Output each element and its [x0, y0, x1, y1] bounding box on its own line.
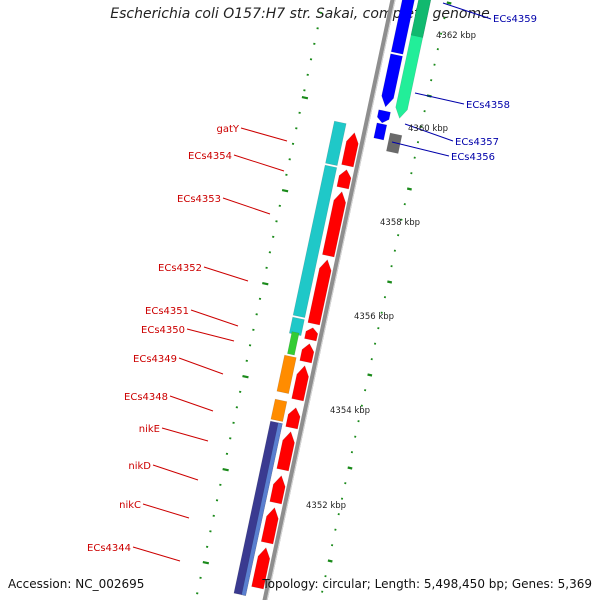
label-leader-line: [190, 309, 239, 327]
gene-label-ecs4349[interactable]: ECs4349: [133, 354, 177, 365]
accession-label: Accession: NC_002695: [8, 577, 145, 591]
gene-block-cyan: [325, 120, 347, 166]
kbp-label: 4354 kbp: [330, 406, 370, 416]
gene-label-ecs4350[interactable]: ECs4350: [141, 325, 185, 336]
label-leader-line: [391, 141, 450, 157]
grey-gene-block: [386, 132, 403, 154]
tick-mark: [262, 281, 269, 286]
gene-block-orange: [270, 398, 288, 422]
kbp-label: 4356 kbp: [354, 312, 394, 322]
gene-label-ecs4354[interactable]: ECs4354: [188, 151, 232, 162]
feature-track: [233, 0, 432, 596]
reverse-gene-block: [390, 0, 415, 55]
label-leader-line: [233, 154, 285, 172]
label-leader-line: [222, 197, 271, 215]
gene-label-ecs4344[interactable]: ECs4344: [87, 543, 131, 554]
forward-gene-arrow: [260, 507, 279, 545]
label-leader-line: [161, 427, 209, 442]
gene-block-cyan: [292, 164, 338, 318]
kbp-label: 4358 kbp: [380, 218, 420, 228]
gene-block-cyan: [288, 316, 305, 336]
reverse-gene-arrow: [381, 53, 403, 108]
gene-label-ecs4357[interactable]: ECs4357: [455, 137, 499, 148]
label-leader-line: [152, 464, 199, 481]
tick-mark: [387, 280, 393, 284]
forward-gene-arrow: [299, 343, 315, 364]
gene-block-green: [287, 331, 300, 356]
backbone-line: [262, 0, 396, 600]
reverse-gene-block: [373, 122, 388, 141]
label-leader-line: [414, 92, 465, 105]
gene-block-stripe: [241, 422, 283, 596]
tick-mark: [222, 467, 229, 472]
tick-mark: [327, 559, 333, 563]
kbp-label: 4362 kbp: [436, 31, 476, 41]
gene-label-ecs4351[interactable]: ECs4351: [145, 306, 189, 317]
backbone-highlight: [266, 0, 396, 600]
forward-gene-arrow: [341, 132, 359, 168]
forward-gene-arrow: [269, 475, 286, 505]
stats-label: Topology: circular; Length: 5,498,450 bp…: [262, 577, 592, 591]
gene-label-gatY[interactable]: gatY: [216, 124, 239, 135]
tick-mark: [367, 373, 373, 377]
gene-label-ecs4359[interactable]: ECs4359: [493, 14, 537, 25]
gene-label-ecs4352[interactable]: ECs4352: [158, 263, 202, 274]
label-leader-line: [404, 123, 454, 142]
gene-label-ecs4356[interactable]: ECs4356: [451, 152, 495, 163]
forward-gene-arrow: [251, 547, 271, 590]
gene-label-nikE[interactable]: nikE: [139, 424, 160, 435]
label-leader-line: [178, 357, 224, 375]
tick-mark: [446, 1, 452, 5]
tick-mark: [281, 188, 289, 193]
label-leader-line: [203, 266, 249, 282]
gene-label-ecs4358[interactable]: ECs4358: [466, 100, 510, 111]
label-leader-line: [442, 2, 492, 20]
gene-block-orange: [276, 354, 297, 394]
forward-gene-arrow: [276, 431, 295, 472]
label-leader-line: [142, 503, 190, 519]
forward-gene-arrow: [307, 259, 332, 326]
forward-gene-arrow: [291, 365, 309, 402]
label-leaders: [132, 2, 492, 562]
label-leader-line: [186, 328, 235, 342]
forward-gene-arrow: [304, 327, 319, 342]
label-leader-line: [169, 395, 214, 412]
forward-gene-arrow: [322, 191, 347, 258]
gene-label-nikC[interactable]: nikC: [119, 500, 141, 511]
tick-mark: [347, 466, 353, 470]
forward-gene-arrow: [336, 169, 352, 190]
gene-label-ecs4353[interactable]: ECs4353: [177, 194, 221, 205]
kbp-label: 4360 kbp: [408, 124, 448, 134]
gene-label-nikD[interactable]: nikD: [128, 461, 151, 472]
forward-gene-arrow: [285, 407, 301, 430]
map-title: Escherichia coli O157:H7 str. Sakai, com…: [110, 6, 490, 22]
reverse-gene-arrow: [376, 109, 391, 124]
tick-mark: [406, 187, 412, 191]
label-leader-line: [240, 127, 288, 142]
tick-marks: [196, 1, 452, 595]
gene-label-ecs4348[interactable]: ECs4348: [124, 392, 168, 403]
reverse-gene-green-dark: [410, 0, 432, 38]
label-leader-line: [132, 546, 181, 562]
tick-mark: [202, 560, 210, 565]
tick-mark: [242, 374, 249, 379]
kbp-label: 4352 kbp: [306, 501, 346, 511]
tick-mark: [301, 95, 309, 100]
